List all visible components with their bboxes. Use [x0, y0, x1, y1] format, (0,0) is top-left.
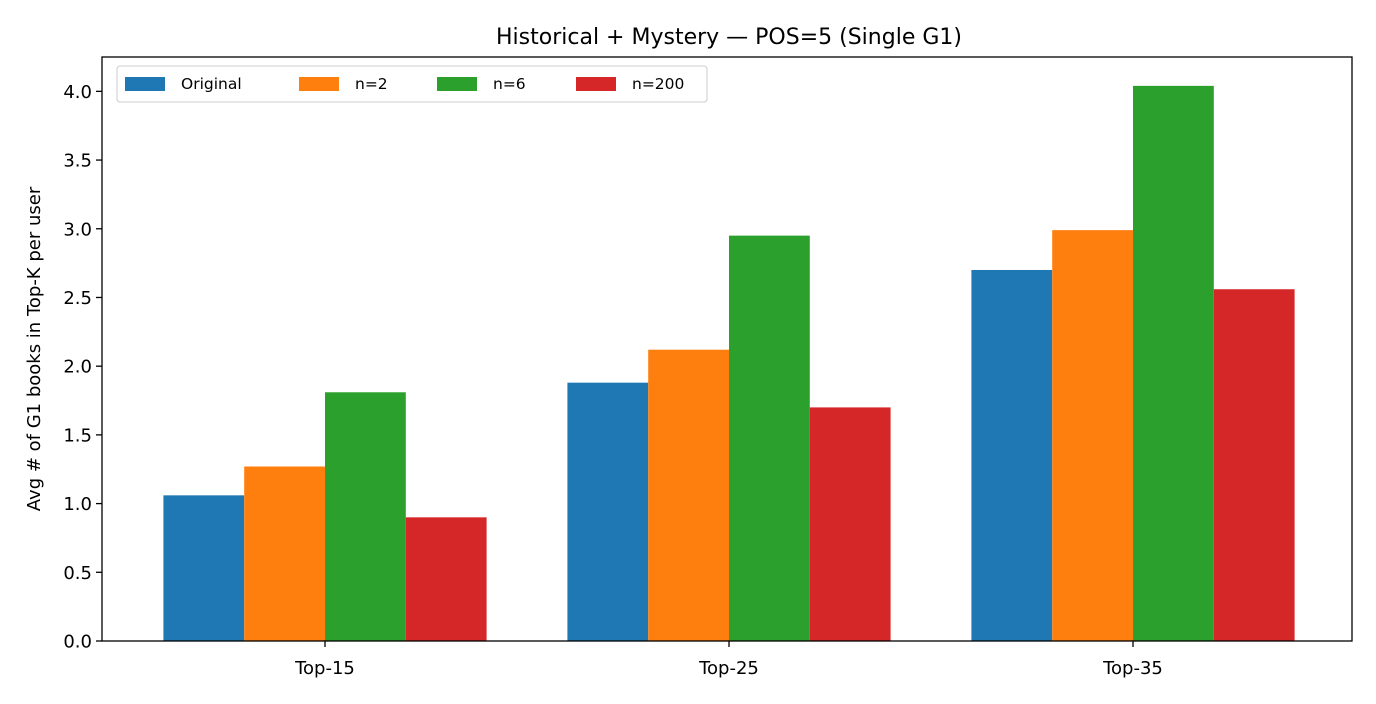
bar-original-top-15: [163, 495, 245, 641]
y-axis: 0.0 0.5 1.0 1.5 2.0 2.5 3.0 3.5 4.0: [63, 82, 102, 653]
bar-n6-top-15: [325, 392, 406, 641]
y-tick-label: 2.5: [63, 288, 92, 309]
y-tick-label: 0.0: [63, 632, 92, 653]
bar-n200-top-35: [1213, 289, 1295, 641]
bar-n200-top-15: [405, 517, 487, 641]
bars-group: [163, 85, 1295, 642]
legend-label: n=200: [632, 75, 684, 93]
y-axis-title: Avg # of G1 books in Top-K per user: [24, 186, 45, 511]
bar-n200-top-25: [809, 407, 891, 641]
y-tick-label: 3.0: [63, 219, 92, 240]
bar-n6-top-25: [729, 235, 810, 641]
chart-title: Historical + Mystery — POS=5 (Single G1): [496, 25, 962, 50]
y-tick-label: 2.0: [63, 357, 92, 378]
x-tick-label: Top-15: [294, 658, 355, 679]
bar-n2-top-25: [648, 349, 729, 641]
bar-n2-top-35: [1052, 230, 1133, 641]
y-tick-label: 3.5: [63, 151, 92, 172]
bar-original-top-25: [567, 382, 649, 641]
y-tick-label: 4.0: [63, 82, 92, 103]
legend-label: n=2: [355, 75, 388, 93]
legend-swatch: [299, 77, 339, 91]
bar-original-top-35: [971, 269, 1053, 641]
legend-label: n=6: [493, 75, 526, 93]
legend-swatch: [437, 77, 477, 91]
y-tick-label: 1.5: [63, 425, 92, 446]
bar-n2-top-15: [244, 466, 325, 641]
legend-box: [116, 65, 708, 103]
y-tick-label: 1.0: [63, 494, 92, 515]
legend-label: Original: [181, 75, 242, 93]
x-axis: Top-15 Top-25 Top-35: [294, 641, 1163, 679]
x-tick-label: Top-35: [1102, 658, 1163, 679]
legend: Original n=2 n=6 n=200: [116, 65, 708, 103]
legend-swatch: [576, 77, 616, 91]
legend-swatch: [125, 77, 165, 91]
y-tick-label: 0.5: [63, 563, 92, 584]
bar-n6-top-35: [1133, 85, 1214, 642]
x-tick-label: Top-25: [698, 658, 759, 679]
plot-frame: [101, 56, 1353, 642]
